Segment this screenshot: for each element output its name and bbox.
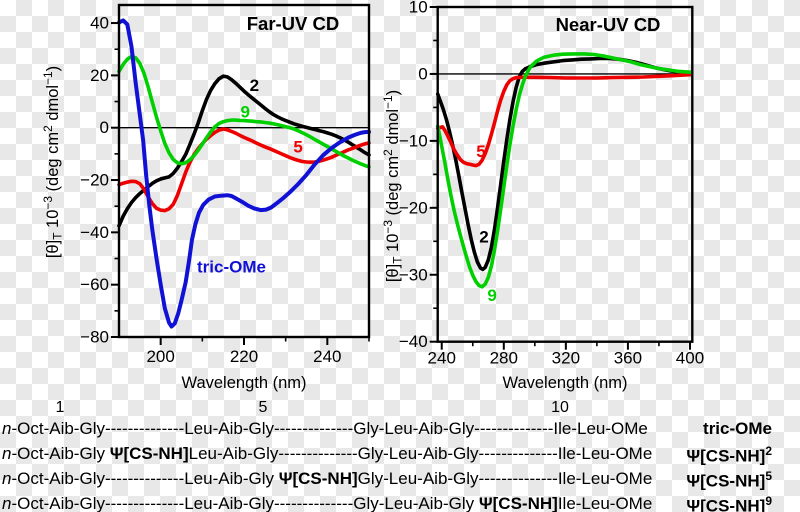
sequence-text: n-Oct-Aib-Gly--------------Leu-Aib-Gly--…	[2, 419, 648, 438]
curve-label-9: 9	[487, 286, 496, 305]
sequence-text: n-Oct-Aib-Gly--------------Leu-Aib-Gly--…	[2, 494, 653, 512]
y-tick-label: −10	[399, 131, 428, 150]
series-tric-OMe	[117, 18, 371, 329]
y-tick-label: −30	[399, 265, 428, 284]
y-tick-label: −60	[80, 275, 109, 294]
x-tick-label: 320	[552, 349, 580, 368]
near-uv-xlabel: Wavelength (nm)	[502, 374, 627, 392]
sequence-row-1: n-Oct-Aib-Gly--------------Leu-Aib-Gly--…	[2, 419, 796, 441]
series-5	[435, 72, 694, 168]
residue-number-5: 5	[258, 399, 268, 416]
curve-label-tric-OMe: tric-OMe	[197, 257, 266, 276]
y-tick-label: −20	[80, 171, 109, 190]
sequence-row-3: n-Oct-Aib-Gly--------------Leu-Aib-Gly Ψ…	[2, 469, 796, 491]
sequence-text: n-Oct-Aib-Gly--------------Leu-Aib-Gly Ψ…	[2, 469, 653, 488]
sequence-label-CS-NH5: Ψ[CS-NH]5	[686, 469, 772, 491]
y-tick-label: 40	[90, 14, 109, 33]
near-uv-title: Near-UV CD	[556, 14, 661, 35]
residue-number-10: 10	[551, 399, 569, 416]
far-uv-xlabel: Wavelength (nm)	[181, 374, 306, 392]
far-uv-title: Far-UV CD	[247, 13, 340, 34]
sequence-label-CS-NH9: Ψ[CS-NH]9	[686, 494, 772, 512]
far-uv-axes-box	[117, 3, 371, 339]
series-9	[117, 54, 371, 169]
x-tick-label: 280	[490, 349, 518, 368]
x-tick-label: 400	[676, 349, 704, 368]
y-tick-label: −80	[80, 328, 109, 347]
y-tick-label: −20	[399, 198, 428, 217]
x-tick-label: 240	[428, 349, 456, 368]
near-uv-axes-box	[436, 5, 694, 343]
y-tick-label: 20	[90, 66, 109, 85]
curve-label-2: 2	[250, 76, 259, 95]
curve-label-5: 5	[293, 138, 302, 157]
x-tick-label: 360	[614, 349, 642, 368]
y-tick-label: 0	[100, 118, 109, 137]
series-2	[117, 74, 371, 228]
curve-label-5: 5	[476, 142, 485, 161]
near-uv-ylabel: [θ]T 10−3 (deg cm2 dmol−1)	[381, 90, 405, 282]
sequence-label-tric-OMe: tric-OMe	[703, 419, 772, 438]
near-uv-chart: 240 280 320 360 400 10 0 −10 −20 −30 −40 Near-UV CD…	[381, 0, 704, 392]
curve-label-9: 9	[241, 102, 250, 121]
y-tick-label: −40	[399, 332, 428, 351]
sequence-row-4: n-Oct-Aib-Gly--------------Leu-Aib-Gly--…	[2, 494, 796, 512]
far-uv-ylabel: [θ]T 10−3 (deg cm2 dmol−1)	[41, 66, 65, 258]
sequence-label-CS-NH2: Ψ[CS-NH]2	[686, 444, 772, 466]
curve-label-2: 2	[479, 228, 488, 247]
residue-number-1: 1	[55, 399, 65, 416]
sequence-text: n-Oct-Aib-Gly Ψ[CS-NH]Leu-Aib-Gly-------…	[2, 444, 653, 463]
y-tick-label: 0	[418, 64, 427, 83]
x-tick-label: 220	[230, 347, 258, 366]
series-9	[435, 52, 694, 289]
x-tick-label: 200	[146, 347, 174, 366]
x-tick-label: 240	[313, 347, 341, 366]
y-tick-label: −40	[80, 223, 109, 242]
series-5	[117, 127, 371, 213]
sequence-row-2: n-Oct-Aib-Gly Ψ[CS-NH]Leu-Aib-Gly-------…	[2, 444, 796, 466]
y-tick-label: 10	[409, 0, 428, 17]
